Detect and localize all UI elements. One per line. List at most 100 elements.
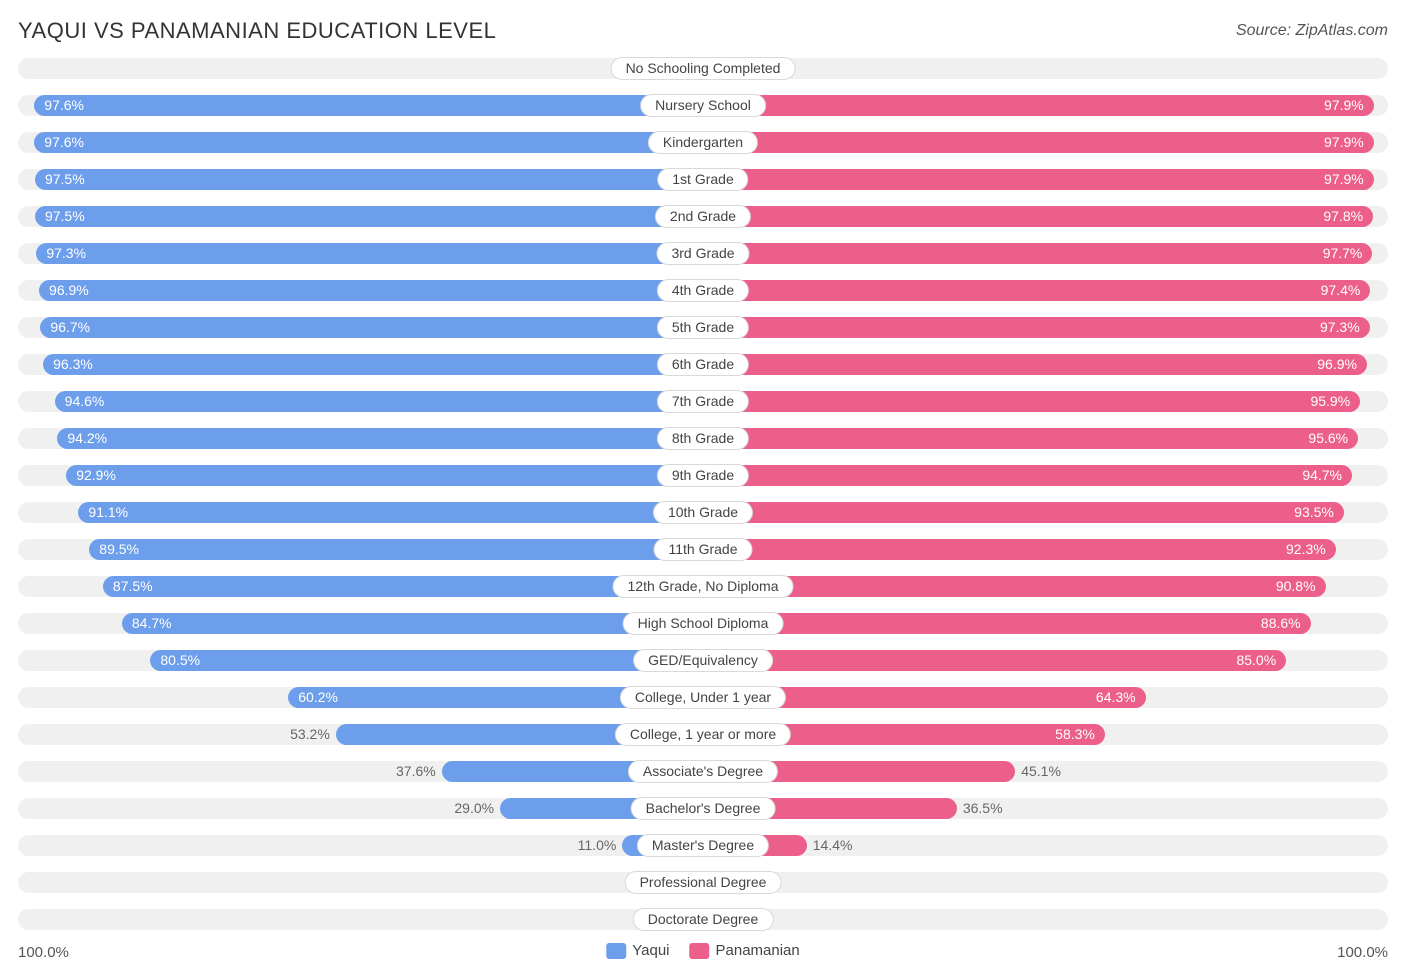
chart-row: 97.6% 97.9% Kindergarten <box>18 128 1388 157</box>
chart-header: YAQUI VS PANAMANIAN EDUCATION LEVEL Sour… <box>0 0 1406 54</box>
bar-left <box>89 539 697 560</box>
pct-left: 80.5% <box>160 650 200 671</box>
category-label: GED/Equivalency <box>633 649 773 672</box>
chart-row: 37.6%45.1%Associate's Degree <box>18 757 1388 786</box>
category-label: 1st Grade <box>657 168 748 191</box>
pct-left: 92.9% <box>76 465 116 486</box>
bar-right <box>709 391 1360 412</box>
bar-left <box>39 280 697 301</box>
chart-row: 80.5% 85.0% GED/Equivalency <box>18 646 1388 675</box>
category-label: College, 1 year or more <box>615 723 791 746</box>
legend-label-left: Yaqui <box>632 942 669 959</box>
bar-right <box>709 428 1358 449</box>
category-label: College, Under 1 year <box>620 686 786 709</box>
pct-right: 97.8% <box>1323 206 1363 227</box>
pct-right: 85.0% <box>1236 650 1276 671</box>
category-label: 11th Grade <box>653 538 752 561</box>
legend-item-left: Yaqui <box>606 942 669 959</box>
pct-left: 87.5% <box>113 576 153 597</box>
pct-left: 96.9% <box>49 280 89 301</box>
bar-left <box>57 428 697 449</box>
category-label: Doctorate Degree <box>633 908 774 931</box>
chart-source: Source: ZipAtlas.com <box>1236 22 1388 40</box>
legend-swatch-right <box>690 943 710 959</box>
chart-row: 3.2%4.1%Professional Degree <box>18 868 1388 897</box>
pct-left: 97.5% <box>45 169 85 190</box>
chart-row: 94.6% 95.9% 7th Grade <box>18 387 1388 416</box>
category-label: 3rd Grade <box>656 242 749 265</box>
pct-right: 97.3% <box>1320 317 1360 338</box>
pct-left: 89.5% <box>99 539 139 560</box>
bar-left <box>43 354 697 375</box>
category-label: 4th Grade <box>657 279 749 302</box>
source-value: ZipAtlas.com <box>1296 22 1388 39</box>
bar-right <box>709 576 1326 597</box>
pct-right: 94.7% <box>1302 465 1342 486</box>
chart-row: 53.2% 58.3% College, 1 year or more <box>18 720 1388 749</box>
pct-left: 53.2% <box>290 724 330 745</box>
source-label: Source: <box>1236 22 1291 39</box>
bar-left <box>150 650 697 671</box>
bar-right <box>709 465 1352 486</box>
pct-left: 91.1% <box>88 502 128 523</box>
chart-row: 97.5%97.9%1st Grade <box>18 165 1388 194</box>
bar-left <box>36 243 697 264</box>
category-label: 2nd Grade <box>655 205 751 228</box>
chart-row: 91.1%93.5%10th Grade <box>18 498 1388 527</box>
diverging-bar-chart: 2.4%2.1%No Schooling Completed97.6%97.9%… <box>0 54 1406 934</box>
bar-right <box>709 613 1311 634</box>
pct-right: 58.3% <box>1055 724 1095 745</box>
category-label: Kindergarten <box>648 131 758 154</box>
chart-row: 97.3%97.7%3rd Grade <box>18 239 1388 268</box>
category-label: 7th Grade <box>657 390 749 413</box>
chart-row: 29.0% 36.5% Bachelor's Degree <box>18 794 1388 823</box>
chart-row: 87.5%90.8%12th Grade, No Diploma <box>18 572 1388 601</box>
pct-left: 11.0% <box>578 835 617 856</box>
category-label: 6th Grade <box>657 353 749 376</box>
pct-right: 45.1% <box>1021 761 1061 782</box>
legend-item-right: Panamanian <box>690 942 800 959</box>
pct-right: 97.9% <box>1324 132 1364 153</box>
pct-right: 97.4% <box>1321 280 1361 301</box>
pct-right: 95.9% <box>1310 391 1350 412</box>
bar-left <box>34 95 697 116</box>
category-label: Bachelor's Degree <box>631 797 776 820</box>
category-label: Professional Degree <box>625 871 782 894</box>
pct-right: 36.5% <box>963 798 1003 819</box>
bar-right <box>709 206 1373 227</box>
chart-row: 89.5%92.3%11th Grade <box>18 535 1388 564</box>
bar-right <box>709 539 1336 560</box>
legend-swatch-left <box>606 943 626 959</box>
bar-left <box>35 206 697 227</box>
bar-left <box>66 465 697 486</box>
pct-left: 94.6% <box>65 391 105 412</box>
bar-left <box>103 576 697 597</box>
category-label: 9th Grade <box>657 464 749 487</box>
pct-right: 96.9% <box>1317 354 1357 375</box>
chart-row: 96.7%97.3%5th Grade <box>18 313 1388 342</box>
chart-row: 97.6%97.9%Nursery School <box>18 91 1388 120</box>
chart-row: 92.9% 94.7% 9th Grade <box>18 461 1388 490</box>
pct-left: 29.0% <box>454 798 494 819</box>
bar-left <box>40 317 697 338</box>
bar-right <box>709 243 1372 264</box>
bar-left <box>78 502 697 523</box>
bar-right <box>709 502 1344 523</box>
category-label: Master's Degree <box>637 834 769 857</box>
bar-right <box>709 95 1374 116</box>
category-label: 12th Grade, No Diploma <box>613 575 794 598</box>
pct-left: 97.5% <box>45 206 85 227</box>
pct-left: 84.7% <box>132 613 172 634</box>
legend-label-right: Panamanian <box>716 942 800 959</box>
bar-right <box>709 650 1286 671</box>
category-label: Associate's Degree <box>628 760 778 783</box>
pct-right: 64.3% <box>1096 687 1136 708</box>
chart-footer: 100.0% 100.0% Yaqui Panamanian <box>0 942 1406 972</box>
bar-right <box>709 317 1370 338</box>
pct-left: 97.6% <box>44 132 84 153</box>
chart-row: 96.9% 97.4% 4th Grade <box>18 276 1388 305</box>
category-label: 8th Grade <box>657 427 749 450</box>
chart-row: 84.7%88.6%High School Diploma <box>18 609 1388 638</box>
category-label: 5th Grade <box>657 316 749 339</box>
pct-left: 96.3% <box>53 354 93 375</box>
